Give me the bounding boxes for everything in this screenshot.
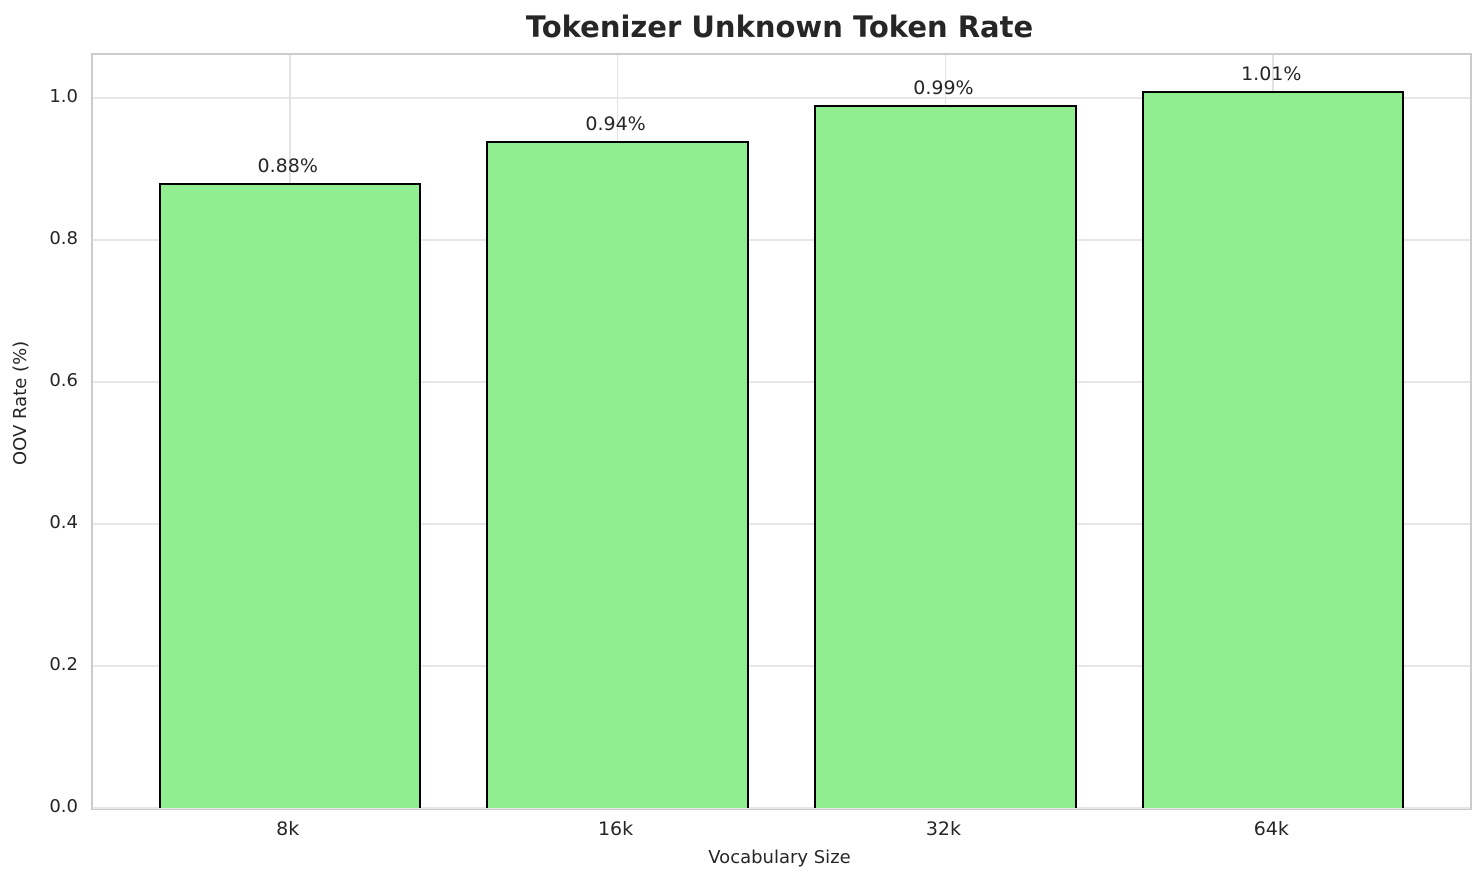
x-tick-label-16k: 16k xyxy=(597,818,634,840)
bar-value-label: 0.99% xyxy=(913,77,974,100)
y-tick-label-1.0: 1.0 xyxy=(49,85,78,107)
y-axis-label: OOV Rate (%) xyxy=(10,340,31,465)
x-axis-label: Vocabulary Size xyxy=(708,847,851,868)
y-tick-label-0.0: 0.0 xyxy=(49,796,78,817)
x-tick-label-32k: 32k xyxy=(925,818,962,840)
x-tick-label-64k: 64k xyxy=(1253,818,1289,840)
bar-8k xyxy=(158,183,421,808)
gridline-horizontal xyxy=(93,665,1470,667)
gridline-horizontal xyxy=(93,523,1470,525)
gridline-horizontal xyxy=(93,807,1470,809)
y-tick-label-0.6: 0.6 xyxy=(49,369,78,391)
gridline-horizontal xyxy=(93,381,1470,383)
bar-value-label: 0.88% xyxy=(257,155,318,178)
y-tick-label-0.8: 0.8 xyxy=(49,227,78,249)
y-tick-label-0.2: 0.2 xyxy=(49,653,78,675)
gridline-horizontal xyxy=(93,97,1470,99)
gridline-horizontal xyxy=(93,239,1470,241)
bar-16k xyxy=(486,140,749,808)
y-tick-label-0.4: 0.4 xyxy=(49,511,78,533)
x-tick-label-8k: 8k xyxy=(276,818,300,840)
bar-value-label: 0.94% xyxy=(585,112,646,135)
chart-title: Tokenizer Unknown Token Rate xyxy=(525,10,1034,44)
plot-area xyxy=(91,53,1472,810)
bar-32k xyxy=(814,105,1077,808)
bar-value-label: 1.01% xyxy=(1241,62,1302,85)
bar-64k xyxy=(1142,90,1405,808)
